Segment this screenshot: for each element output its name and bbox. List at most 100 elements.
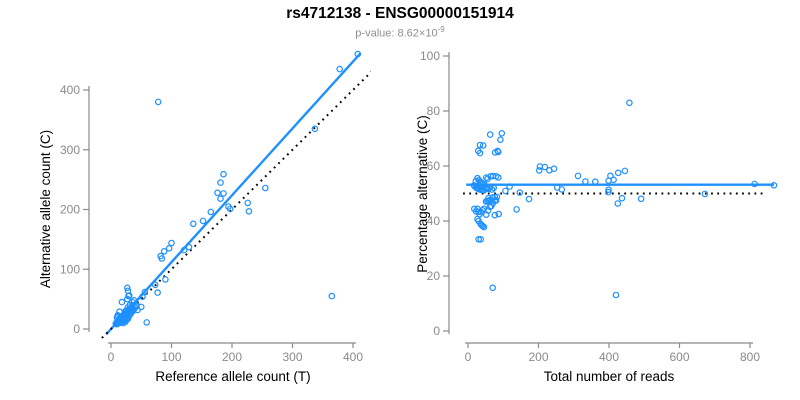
left-yaxis-label: Alternative allele count (C) (38, 130, 53, 288)
data-point (151, 281, 159, 289)
data-point (491, 211, 499, 219)
data-point (133, 302, 140, 310)
data-point (614, 169, 622, 177)
data-point (536, 163, 544, 170)
data-point (553, 184, 561, 191)
data-point (220, 170, 227, 178)
data-point (479, 142, 487, 149)
data-point (637, 195, 645, 203)
data-point (190, 220, 197, 228)
left-xaxis-label: Reference allele count (T) (155, 369, 310, 384)
data-point (220, 190, 227, 197)
data-point (516, 189, 524, 196)
data-point (591, 178, 599, 186)
y-tick-label: 40 (427, 214, 441, 228)
right-scatter-plot: 0 200 400 600 800 0 20 40 60 80 100 (420, 49, 778, 364)
data-point (582, 178, 589, 185)
left-scatter-plot: 0 100 200 300 400 0 100 200 300 400 (60, 50, 371, 364)
right-yaxis-label: Percentage alternative (C) (415, 115, 430, 273)
data-point (495, 210, 503, 218)
data-point (245, 208, 253, 215)
data-point (535, 167, 543, 174)
data-point (605, 186, 612, 194)
data-point (476, 149, 484, 157)
data-point (115, 317, 123, 324)
data-point (168, 239, 175, 247)
data-point (770, 182, 778, 189)
data-point (311, 125, 319, 133)
data-point (470, 205, 478, 213)
data-point (328, 292, 336, 300)
y-tick-label: 0 (433, 324, 440, 338)
y-tick-label: 400 (60, 83, 80, 97)
x-tick-label: 600 (669, 350, 689, 364)
y-tick-label: 100 (60, 262, 80, 276)
regression-fit-line (105, 52, 362, 336)
data-point (546, 167, 553, 174)
data-point (185, 243, 193, 251)
data-point (118, 298, 126, 306)
data-point (214, 189, 221, 197)
x-tick-label: 800 (740, 350, 760, 364)
data-point (502, 187, 509, 195)
data-point (162, 276, 169, 283)
data-point (494, 174, 502, 181)
data-point (125, 310, 132, 317)
data-point (479, 222, 487, 230)
data-point (605, 177, 612, 185)
data-point (480, 205, 488, 213)
data-point (494, 147, 501, 155)
data-point (482, 174, 490, 181)
data-point (480, 223, 488, 231)
plot-data-region (101, 50, 371, 339)
x-tick-label: 100 (161, 350, 181, 364)
y-tick-label: 300 (60, 143, 80, 157)
y-tick-label: 20 (427, 269, 441, 283)
data-point (125, 292, 132, 300)
data-point (506, 183, 513, 190)
data-point (621, 167, 629, 175)
data-point (139, 293, 146, 301)
identity-null-line (101, 70, 371, 339)
data-point (199, 217, 207, 225)
data-point (180, 246, 188, 254)
data-point (626, 99, 633, 107)
data-point (485, 197, 493, 204)
data-point (477, 236, 485, 243)
data-point (491, 193, 499, 201)
data-point (114, 318, 122, 326)
data-point (484, 207, 492, 214)
data-point (612, 291, 620, 299)
data-point (475, 236, 482, 243)
data-point (354, 50, 362, 58)
y-tick-label: 100 (420, 49, 440, 63)
data-point (124, 295, 131, 303)
data-point (474, 174, 481, 182)
page-title: rs4712138 - ENSG00000151914 (286, 5, 514, 22)
data-point (701, 190, 709, 198)
data-point (154, 289, 161, 296)
x-tick-label: 200 (222, 350, 242, 364)
data-point (489, 284, 497, 292)
data-point (614, 200, 622, 207)
y-tick-label: 60 (427, 159, 441, 173)
data-point (751, 180, 758, 188)
x-tick-label: 400 (599, 350, 619, 364)
data-point (244, 199, 252, 207)
data-point (476, 141, 484, 149)
x-tick-label: 300 (282, 350, 302, 364)
data-point (217, 179, 224, 186)
data-point (497, 136, 504, 144)
x-tick-label: 0 (108, 350, 115, 364)
data-point (618, 194, 626, 202)
p-value-text: p-value: 8.62×10 (355, 27, 438, 40)
data-point (160, 248, 168, 255)
data-point (126, 308, 134, 316)
data-point (525, 195, 533, 203)
data-point (143, 319, 151, 326)
y-tick-label: 80 (427, 104, 441, 118)
data-point (217, 195, 224, 203)
data-point (474, 185, 481, 192)
x-tick-label: 400 (343, 350, 363, 364)
